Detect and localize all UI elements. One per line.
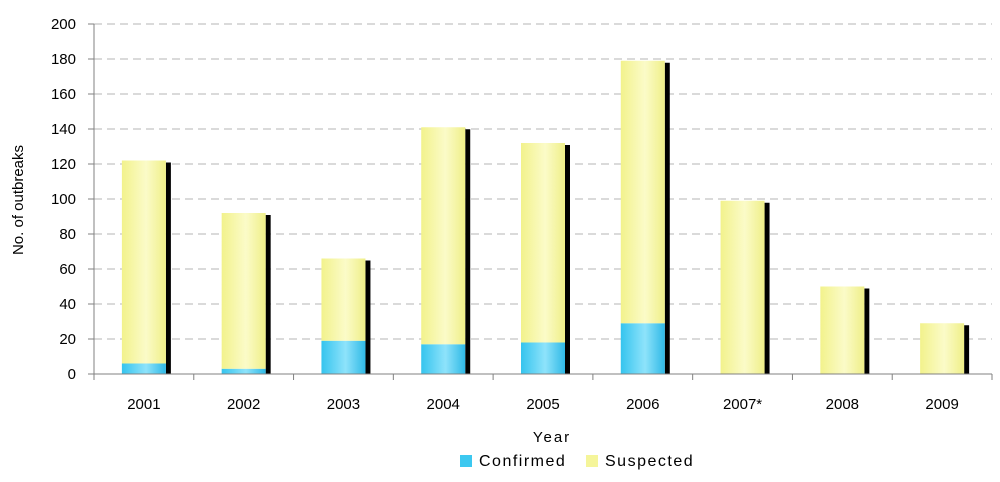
- x-tick-label: 2003: [327, 396, 360, 413]
- y-tick-label: 60: [59, 261, 76, 278]
- x-tick-label: 2008: [826, 396, 859, 413]
- bar-shadow: [565, 145, 570, 374]
- legend-label: Confirmed: [479, 453, 566, 470]
- y-tick-label: 20: [59, 331, 76, 348]
- bar-suspected: [421, 127, 466, 345]
- bars: [121, 60, 970, 374]
- bar-suspected: [221, 213, 266, 369]
- bar-suspected: [121, 160, 166, 364]
- bar-suspected: [920, 323, 965, 374]
- bar-suspected: [521, 143, 565, 343]
- bar-confirmed: [321, 340, 366, 374]
- bar-shadow: [265, 215, 271, 374]
- y-tick-label: 160: [51, 86, 76, 103]
- y-tick-label: 140: [51, 121, 76, 138]
- bar-shadow: [864, 288, 870, 374]
- y-tick-label: 180: [51, 51, 76, 68]
- bar-confirmed: [521, 342, 565, 374]
- legend-swatch: [586, 455, 598, 467]
- x-tick-label: 2009: [925, 396, 958, 413]
- x-tick-label: 2001: [127, 396, 160, 413]
- x-tick-label: 2006: [626, 396, 659, 413]
- bar-suspected: [820, 286, 865, 374]
- bar-confirmed: [221, 368, 266, 374]
- bar-confirmed: [421, 344, 466, 374]
- bar-shadow: [465, 129, 471, 374]
- bar-suspected: [620, 60, 665, 324]
- y-tick-label: 200: [51, 16, 76, 33]
- x-tick-label: 2005: [526, 396, 559, 413]
- bar-shadow: [964, 325, 970, 374]
- bar-shadow: [664, 62, 670, 374]
- bar-shadow: [165, 162, 171, 374]
- y-axis-title: No. of outbreaks: [10, 145, 27, 255]
- y-tick-label: 120: [51, 156, 76, 173]
- y-tick-label: 80: [59, 226, 76, 243]
- x-tick-label: 2004: [427, 396, 460, 413]
- bar-confirmed: [620, 323, 665, 374]
- bar-shadow: [764, 202, 770, 374]
- y-tick-label: 100: [51, 191, 76, 208]
- bar-confirmed: [121, 363, 166, 374]
- bar-suspected: [720, 200, 765, 374]
- x-tick-label: 2007*: [723, 396, 762, 413]
- bar-suspected: [321, 258, 366, 341]
- legend-swatch: [460, 455, 472, 467]
- y-tick-label: 0: [68, 366, 76, 383]
- bar-shadow: [365, 260, 371, 374]
- x-tick-label: 2002: [227, 396, 260, 413]
- x-axis-title: Year: [533, 429, 571, 446]
- y-tick-label: 40: [59, 296, 76, 313]
- legend-label: Suspected: [605, 453, 694, 470]
- axes: 0 20 40 60 80 100 120 140 160 180 200 2001 2002 2003 2…: [51, 16, 993, 413]
- legend: Confirmed Suspected: [460, 453, 694, 470]
